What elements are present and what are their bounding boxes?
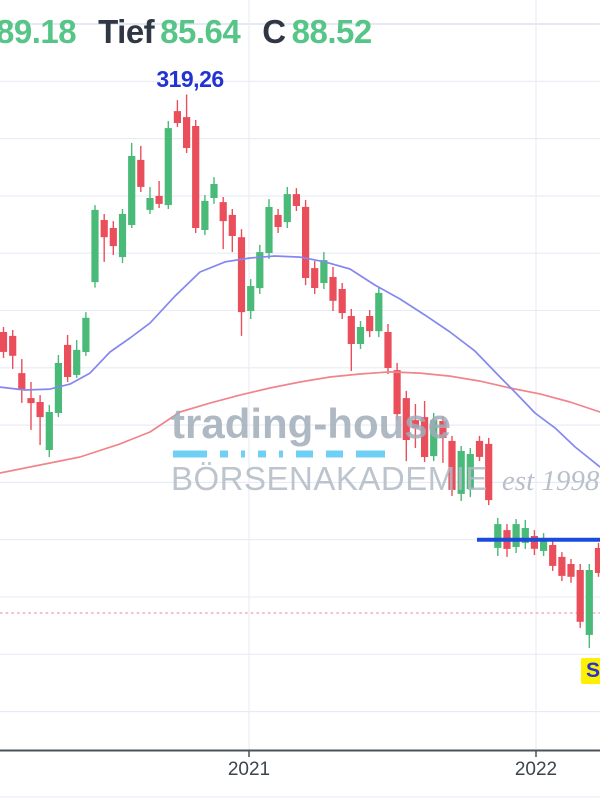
candle-body-down [109, 228, 117, 247]
watermark-est-text: est 1998 [501, 465, 600, 497]
candle-body-down [402, 398, 410, 440]
candle-body-up [256, 252, 264, 289]
candle-body-down [384, 332, 392, 368]
candle-body-up [82, 317, 90, 352]
low-value: 85.64 [160, 13, 241, 50]
candle-body-down [228, 214, 236, 236]
candle-body-down [411, 420, 419, 428]
candle-body-down [100, 220, 108, 238]
candle-body-down [311, 268, 319, 288]
high-value: 89.18 [0, 13, 77, 50]
candle-body-down [183, 117, 191, 148]
candle-body-up [375, 292, 383, 332]
watermark-brand-text: trading-house [171, 400, 451, 447]
sell-signal-marker[interactable]: S [581, 658, 600, 684]
candle-body-up [466, 454, 474, 490]
candle-body-up [283, 194, 291, 223]
candle-body-down [219, 202, 227, 222]
candle-body-up [247, 286, 255, 311]
candle-body-up [512, 524, 520, 547]
candle-body-up [146, 198, 154, 210]
candle-body-up [118, 214, 127, 258]
candle-body-up [45, 412, 53, 450]
candle-body-down [18, 373, 26, 391]
candle-body-down [549, 545, 557, 566]
x-axis-label-2021: 2021 [227, 759, 271, 780]
close-value: 88.52 [291, 13, 373, 50]
candle-body-down [475, 440, 484, 457]
candle-body-up [430, 420, 438, 457]
candle-body-down [237, 237, 246, 313]
candle-body-up [210, 184, 218, 198]
candle-body-up [320, 260, 328, 283]
candle-body-down [274, 214, 282, 227]
candle-body-down [292, 194, 300, 206]
candle-body-down [302, 206, 310, 278]
candle-body-down [567, 564, 575, 577]
x-axis[interactable] [0, 749, 600, 798]
candle-body-down [27, 398, 35, 404]
candle-body-down [64, 344, 72, 377]
candle-body-down [421, 417, 429, 457]
candle-body-up [521, 528, 529, 543]
candle-body-down [576, 570, 584, 622]
ma-fast-line [0, 255, 600, 468]
candle-body-down [173, 111, 181, 123]
watermark: trading-house BÖRSENAKADEMIE est 1998 [171, 403, 599, 498]
low-label: Tief [98, 13, 155, 50]
candle-body-up [457, 451, 465, 494]
candle-body-down [36, 402, 44, 418]
candles[interactable] [0, 94, 600, 648]
gridlines [0, 0, 600, 750]
candle-body-down [155, 195, 163, 204]
candle-body-down [366, 316, 374, 332]
candle-body-down [338, 289, 346, 314]
candle-body-down [393, 370, 401, 415]
ma-slow-line [0, 371, 600, 474]
candle-body-up [73, 349, 81, 375]
candle-body-down [594, 548, 600, 573]
candle-body-down [448, 440, 456, 490]
candle-body-down [439, 421, 447, 438]
candle-body-up [265, 206, 273, 253]
candle-body-up [540, 538, 548, 551]
candle-body-down [9, 335, 17, 356]
x-axis-label-2022: 2022 [514, 759, 558, 780]
candle-body-down [329, 277, 337, 301]
candle-body-up [201, 200, 209, 230]
candle-body-up [494, 524, 502, 548]
candle-body-down [0, 332, 8, 352]
candle-body-up [128, 156, 136, 225]
close-label: C [262, 13, 286, 50]
candle-body-up [91, 209, 99, 283]
candle-body-up [585, 570, 593, 635]
candle-body-down [530, 536, 538, 549]
candle-body-up [164, 128, 172, 206]
watermark-academy-text: BÖRSENAKADEMIE [171, 460, 488, 497]
candle-body-down [347, 316, 355, 344]
candle-body-down [137, 159, 145, 187]
candle-body-up [356, 327, 365, 344]
peak-price-annotation: 319,26 [156, 66, 224, 92]
candle-body-down [485, 443, 493, 501]
candle-body-up [54, 363, 62, 413]
watermark-dash-line [173, 450, 385, 458]
candle-body-down [558, 556, 566, 576]
candle-body-down [192, 126, 200, 228]
ohlc-header: 89.18 Tief 85.64 C 88.52 [0, 13, 372, 51]
